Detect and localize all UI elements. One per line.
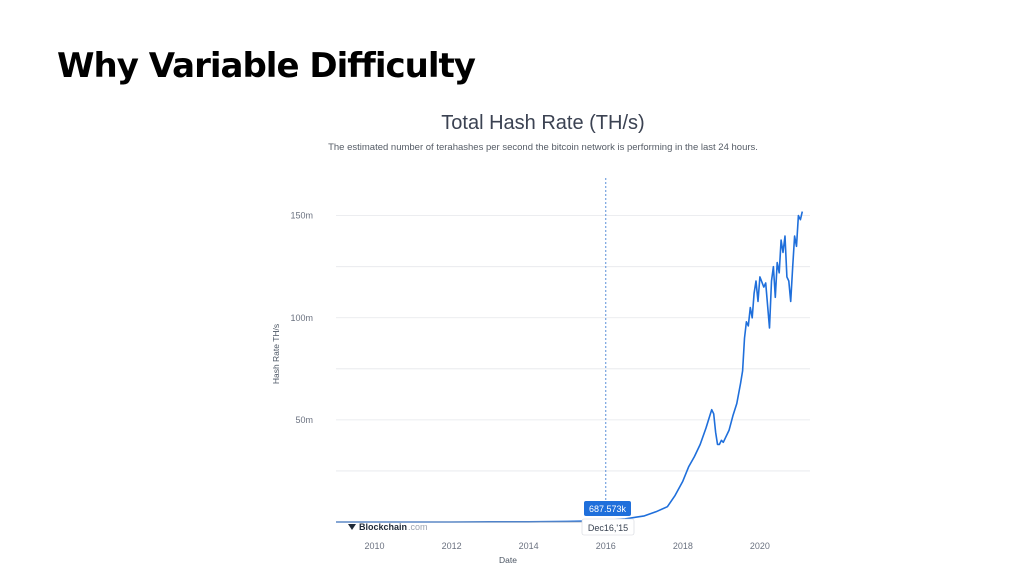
brand-watermark: Blockchain .com — [348, 522, 428, 532]
series-line — [336, 211, 804, 523]
x-tick-label: 2012 — [442, 541, 462, 551]
x-axis-ticks: 2010 2012 2014 2016 2018 2020 — [365, 541, 770, 551]
blockchain-logo-icon — [348, 524, 356, 530]
y-tick-label: 50m — [295, 415, 313, 425]
y-tick-label: 100m — [290, 313, 313, 323]
tooltip-value-box — [584, 501, 631, 516]
tooltip-value: 687.573k — [589, 504, 627, 514]
grid-lines — [336, 215, 810, 472]
brand-suffix: .com — [408, 522, 428, 532]
chart-subtitle: The estimated number of terahashes per s… — [328, 142, 758, 153]
x-axis-label: Date — [499, 555, 517, 565]
x-tick-label: 2018 — [673, 541, 693, 551]
x-tick-label: 2016 — [596, 541, 616, 551]
tooltip-date-box — [581, 518, 635, 536]
y-axis-ticks: 50m 100m 150m — [290, 211, 313, 425]
brand-name: Blockchain — [359, 522, 407, 532]
y-axis-label: Hash Rate TH/s — [271, 324, 281, 384]
slide-title: Why Variable Difficulty — [57, 46, 476, 86]
y-tick-label: 150m — [290, 211, 313, 221]
cursor-tooltip: 687.573k Dec16,'15 — [581, 501, 635, 536]
tooltip-date: Dec16,'15 — [588, 523, 628, 533]
x-tick-label: 2010 — [365, 541, 385, 551]
chart-title: Total Hash Rate (TH/s) — [441, 112, 645, 134]
x-tick-label: 2014 — [519, 541, 539, 551]
x-tick-label: 2020 — [750, 541, 770, 551]
